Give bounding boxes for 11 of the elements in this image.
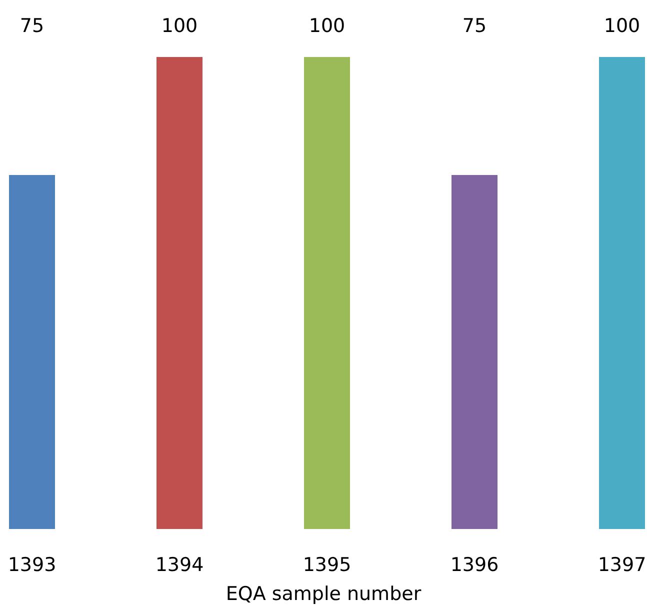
- data-label: 100: [308, 15, 346, 37]
- x-tick-label: 1394: [155, 554, 204, 576]
- data-label: 75: [462, 15, 487, 37]
- x-tick-label: 1397: [598, 554, 646, 576]
- x-axis-title: EQA sample number: [226, 583, 422, 605]
- x-tick-label: 1393: [8, 554, 56, 576]
- x-tick-label: 1396: [450, 554, 499, 576]
- data-label: 100: [604, 15, 640, 37]
- data-label: 75: [20, 15, 44, 37]
- data-label: 100: [161, 15, 198, 37]
- x-tick-label: 1395: [302, 554, 352, 576]
